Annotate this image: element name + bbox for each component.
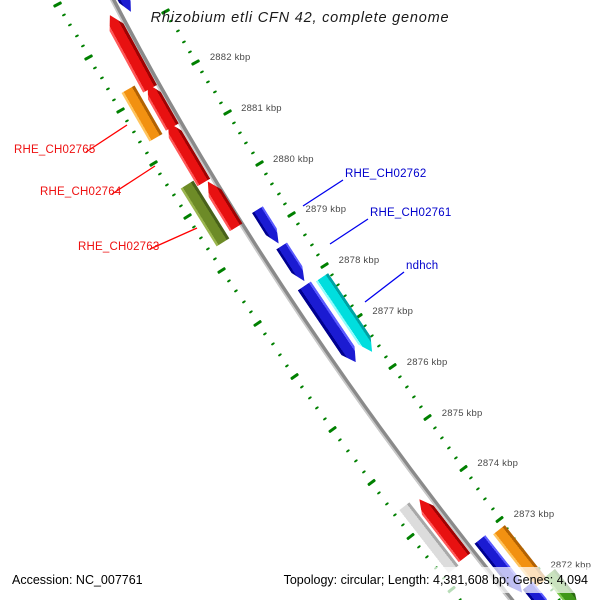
scale-label: 2872 kbp bbox=[550, 560, 592, 571]
status-bar: Accession: NC_007761 Topology: circular;… bbox=[12, 573, 588, 587]
gene-label-rhe_ch02764: RHE_CH02764 bbox=[40, 186, 122, 198]
summary-text: Topology: circular; Length: 4,381,608 bp… bbox=[283, 573, 588, 587]
accession-text: Accession: NC_007761 bbox=[12, 573, 143, 587]
gene-label-rhe_ch02762: RHE_CH02762 bbox=[345, 168, 427, 180]
gene-label-rhe_ch02765: RHE_CH02765 bbox=[14, 144, 96, 156]
map-title: Rhizobium etli CFN 42, complete genome bbox=[150, 10, 450, 26]
scale-label: 2873 kbp bbox=[513, 509, 555, 521]
gene-label-rhe_ch02763: RHE_CH02763 bbox=[78, 241, 160, 253]
gene-label-rhe_ch02761: RHE_CH02761 bbox=[370, 207, 452, 219]
gene-label-ndhch: ndhch bbox=[406, 260, 439, 272]
